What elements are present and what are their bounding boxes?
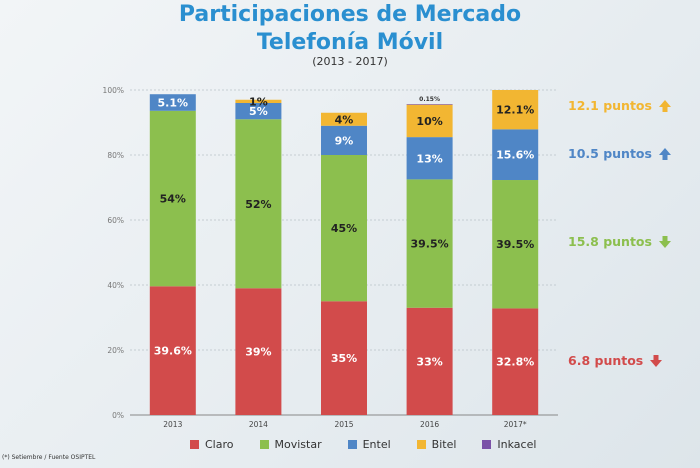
legend-swatch — [347, 440, 357, 449]
data-label: 32.8% — [496, 356, 534, 369]
bar-segment-bitel — [235, 99, 282, 103]
bar-segment-claro — [235, 288, 282, 415]
bar-segment-entel — [406, 137, 453, 180]
arrow-down-icon — [649, 354, 663, 368]
x-tick-label: 2013 — [163, 420, 182, 429]
data-label: 35% — [331, 352, 357, 365]
change-claro-label: 6.8 puntos — [568, 353, 644, 368]
legend-swatch — [482, 440, 492, 449]
y-tick-label: 40% — [107, 281, 124, 290]
data-label: 13% — [416, 152, 442, 165]
change-claro: 6.8 puntos — [568, 353, 663, 368]
y-tick-label: 60% — [107, 216, 124, 225]
change-movistar-label: 15.8 puntos — [568, 234, 652, 249]
source-footnote: (*) Setiembre / Fuente OSIPTEL — [2, 454, 96, 461]
bar-segment-bitel — [406, 104, 453, 138]
bar-segment-entel — [492, 129, 539, 181]
legend-item-movistar: Movistar — [259, 438, 322, 451]
x-tick-label: 2014 — [249, 420, 268, 429]
legend-label: Movistar — [274, 438, 322, 451]
y-tick-label: 0% — [112, 411, 124, 420]
change-bitel-label: 12.1 puntos — [568, 98, 652, 113]
chart-title: Participaciones de Mercado — [178, 2, 522, 27]
y-tick-label: 80% — [107, 151, 124, 160]
data-label: 45% — [331, 222, 357, 235]
data-label: 10% — [416, 115, 442, 128]
data-label: 4% — [335, 113, 354, 126]
data-label: 9% — [335, 134, 354, 147]
data-label: 39% — [245, 346, 271, 359]
bar-segment-movistar — [492, 180, 539, 309]
data-label: 52% — [245, 198, 271, 211]
arrow-up-icon — [658, 147, 672, 161]
data-label: 39.5% — [496, 238, 534, 251]
data-label: 39.6% — [154, 345, 192, 358]
legend-swatch — [416, 440, 426, 449]
data-label: 5% — [249, 105, 268, 118]
bar-segment-inkacel — [406, 104, 453, 105]
bar-segment-bitel — [321, 112, 367, 126]
bar-segment-movistar — [321, 155, 367, 302]
data-label: 39.5% — [411, 238, 449, 251]
chart-legend: Claro Movistar Entel Bitel Inkacel — [190, 438, 536, 451]
data-label: 54% — [160, 193, 186, 206]
change-bitel: 12.1 puntos — [568, 98, 672, 113]
x-tick-label: 2016 — [420, 420, 439, 429]
bar-segment-bitel — [492, 90, 539, 130]
bar-segment-movistar — [149, 110, 196, 287]
legend-item-claro: Claro — [190, 438, 234, 451]
legend-label: Inkacel — [497, 438, 537, 451]
bar-segment-entel — [149, 94, 196, 111]
legend-label: Claro — [205, 438, 234, 451]
change-entel-label: 10.5 puntos — [568, 146, 652, 161]
legend-item-entel: Entel — [347, 438, 391, 451]
data-label: 12.1% — [496, 104, 534, 117]
data-label: 5.1% — [158, 97, 189, 110]
data-label: 33% — [416, 355, 442, 368]
data-label: 15.6% — [496, 149, 534, 162]
bar-segment-claro — [492, 308, 539, 415]
x-tick-label: 2017* — [504, 420, 527, 429]
bar-segment-claro — [149, 286, 196, 415]
legend-item-inkacel: Inkacel — [482, 438, 536, 451]
bar-segment-claro — [406, 307, 453, 415]
bar-segment-entel — [321, 125, 367, 155]
data-label: 0.15% — [419, 96, 440, 103]
y-tick-label: 20% — [107, 346, 124, 355]
arrow-down-icon — [658, 235, 672, 249]
bar-segment-movistar — [235, 119, 282, 289]
legend-item-bitel: Bitel — [416, 438, 457, 451]
change-movistar: 15.8 puntos — [568, 234, 672, 249]
change-entel: 10.5 puntos — [568, 146, 672, 161]
data-label: 1% — [249, 95, 268, 108]
x-tick-label: 2015 — [334, 420, 353, 429]
legend-swatch — [190, 440, 199, 449]
bar-segment-entel — [235, 103, 282, 120]
chart-subtitle: (2013 - 2017) — [312, 55, 388, 68]
legend-label: Bitel — [431, 438, 457, 451]
legend-swatch — [259, 440, 269, 449]
bar-segment-claro — [321, 301, 367, 415]
y-tick-label: 100% — [103, 86, 124, 95]
bar-segment-movistar — [406, 179, 453, 308]
chart-title-line2: Telefonía Móvil — [256, 30, 444, 55]
arrow-up-icon — [658, 99, 672, 113]
legend-label: Entel — [362, 438, 391, 451]
